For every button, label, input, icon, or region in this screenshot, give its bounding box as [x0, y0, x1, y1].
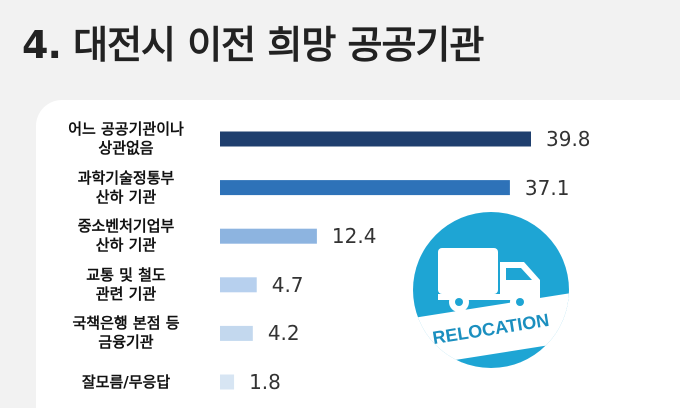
category-label-1: 과학기술정통부 산하 기관: [77, 168, 175, 206]
value-label-0: 39.8: [546, 127, 591, 151]
category-label-4: 국책은행 본점 등 금융기관: [72, 314, 180, 352]
bar-4: [220, 325, 253, 341]
bar-0: [220, 131, 531, 147]
bar-1: [220, 180, 510, 196]
value-label-4: 4.2: [267, 321, 300, 346]
category-label-2: 중소벤처기업부 산하 기관: [77, 217, 175, 255]
truck-icon: [438, 248, 540, 312]
bar-5: [220, 374, 235, 390]
chart-panel: [36, 100, 680, 408]
category-label-0: 어느 공공기관이나 상관없음: [68, 120, 184, 157]
value-label-5: 1.8: [249, 370, 281, 394]
badge-ribbon: [413, 291, 569, 368]
value-label-2: 12.4: [331, 224, 377, 249]
value-label-1: 37.1: [524, 175, 570, 200]
value-label-3: 4.7: [271, 272, 304, 297]
page-title: 4. 대전시 이전 희망 공공기관: [22, 23, 484, 67]
bar-3: [220, 277, 257, 293]
category-label-5: 잘모름/무응답: [81, 372, 171, 391]
bar-2: [220, 228, 317, 244]
category-label-3: 교통 및 철도 관련 기관: [86, 265, 166, 303]
